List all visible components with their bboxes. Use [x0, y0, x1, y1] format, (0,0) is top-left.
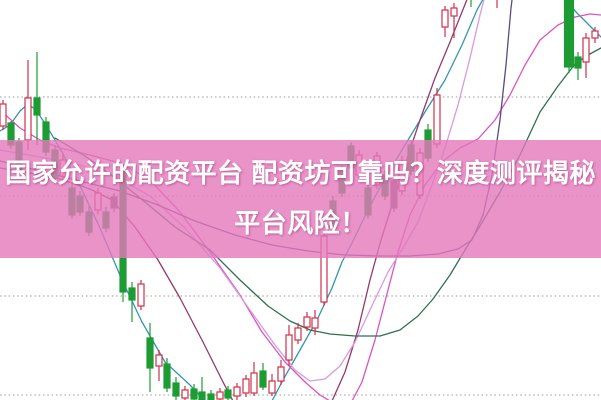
banner-title-line1: 国家允许的配资平台 配资坊可靠吗？深度测评揭秘: [5, 158, 596, 188]
promo-banner-overlay: 国家允许的配资平台 配资坊可靠吗？深度测评揭秘 平台风险！: [0, 140, 601, 258]
banner-title-line2: 平台风险！: [234, 208, 367, 238]
